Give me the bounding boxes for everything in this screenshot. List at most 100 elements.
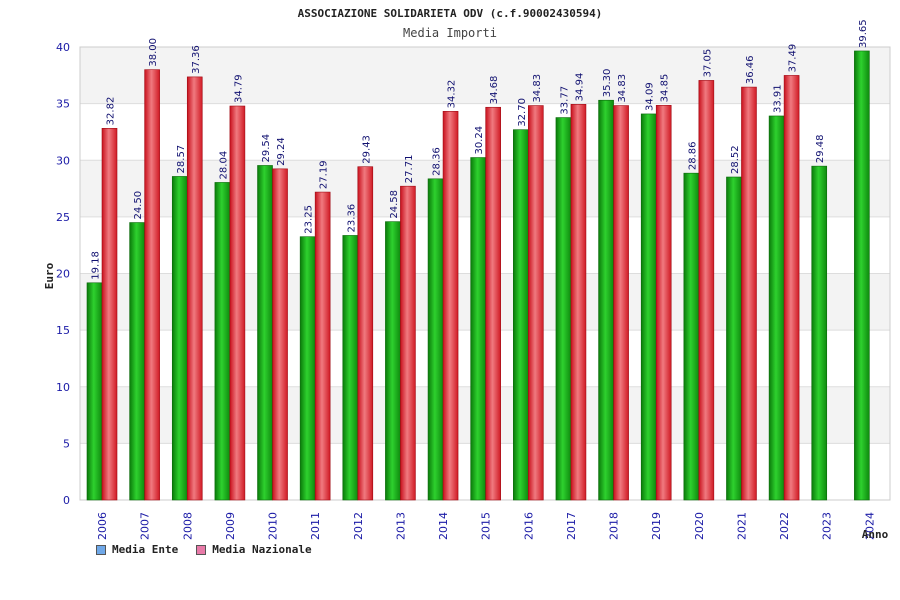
bar-media-nazionale-2020: [698, 80, 715, 501]
legend-item-media-ente: Media Ente: [96, 543, 178, 556]
y-tick-label: 40: [56, 41, 70, 54]
bar-media-nazionale-2012: [357, 166, 374, 501]
data-label: 28.57: [176, 145, 187, 174]
x-tick-label: 2017: [565, 512, 578, 540]
data-label: 34.79: [233, 74, 244, 103]
data-label: 34.68: [489, 76, 500, 105]
x-tick-label: 2015: [480, 512, 493, 540]
bar-media-ente-2021: [726, 176, 742, 501]
bar-media-ente-2010: [257, 165, 273, 501]
data-label: 37.05: [702, 49, 713, 78]
data-label: 19.18: [91, 251, 102, 280]
legend-item-media-nazionale: Media Nazionale: [196, 543, 312, 556]
bar-media-nazionale-2018: [613, 105, 629, 501]
bar-media-ente-2020: [683, 172, 700, 501]
legend-swatch-media-ente: [96, 544, 106, 555]
bar-media-nazionale-2006: [101, 128, 118, 501]
data-label: 28.04: [218, 151, 229, 180]
data-label: 34.09: [645, 82, 656, 111]
data-label: 33.77: [559, 86, 570, 115]
data-label: 32.82: [106, 97, 117, 126]
data-label: 28.86: [687, 142, 698, 171]
data-label: 34.32: [447, 80, 458, 109]
data-label: 30.24: [474, 126, 485, 155]
data-label: 33.91: [773, 84, 784, 113]
x-tick-label: 2016: [522, 512, 535, 540]
bar-media-ente-2014: [427, 178, 444, 501]
y-tick-label: 30: [56, 154, 70, 167]
data-label: 37.49: [788, 44, 799, 73]
data-label: 29.54: [261, 134, 272, 163]
x-tick-label: 2021: [735, 512, 748, 540]
data-label: 27.71: [404, 155, 415, 184]
data-label: 23.25: [304, 205, 315, 234]
bar-media-ente-2006: [86, 282, 103, 501]
bar-media-ente-2022: [768, 115, 785, 501]
x-tick-label: 2010: [267, 512, 280, 540]
data-label: 35.30: [602, 69, 613, 98]
bar-media-ente-2024: [854, 50, 870, 501]
bar-media-ente-2012: [342, 235, 359, 501]
data-label: 34.83: [532, 74, 543, 103]
data-label: 28.36: [432, 147, 443, 176]
x-tick-label: 2011: [309, 512, 322, 540]
bar-media-ente-2009: [214, 182, 231, 501]
x-tick-label: 2009: [224, 512, 237, 540]
y-tick-label: 35: [56, 98, 70, 111]
data-label: 34.94: [574, 73, 585, 102]
bar-media-nazionale-2011: [314, 191, 331, 501]
y-tick-label: 20: [56, 268, 70, 281]
data-label: 34.85: [660, 74, 671, 103]
data-label: 27.19: [319, 160, 330, 189]
x-tick-label: 2007: [139, 512, 152, 540]
chart-subtitle: Media Importi: [403, 26, 497, 40]
bar-media-ente-2016: [513, 129, 529, 501]
legend-label-media-ente: Media Ente: [112, 543, 179, 556]
data-label: 37.36: [191, 45, 202, 74]
x-tick-label: 2018: [608, 512, 621, 540]
data-label: 24.50: [133, 191, 144, 220]
x-tick-label: 2022: [778, 512, 791, 540]
y-axis-label: Euro: [43, 262, 56, 289]
bar-media-ente-2013: [385, 221, 401, 501]
x-tick-label: 2024: [863, 512, 876, 540]
y-tick-label: 10: [56, 381, 70, 394]
legend-swatch-media-nazionale: [196, 544, 207, 555]
data-label: 38.00: [148, 38, 159, 67]
bar-media-ente-2008: [171, 176, 188, 501]
bar-media-nazionale-2009: [229, 105, 246, 501]
bar-media-nazionale-2007: [144, 69, 160, 501]
data-label: 29.24: [276, 137, 287, 166]
data-label: 32.70: [517, 98, 528, 127]
data-label: 24.58: [389, 190, 400, 219]
data-label: 29.43: [361, 135, 372, 164]
bar-media-nazionale-2015: [485, 106, 501, 501]
bar-media-nazionale-2008: [186, 76, 203, 501]
y-tick-label: 5: [63, 437, 70, 450]
bar-media-ente-2007: [129, 222, 145, 501]
bar-media-ente-2023: [811, 165, 828, 501]
x-tick-label: 2006: [96, 512, 109, 540]
x-axis-label: Anno: [862, 528, 889, 541]
bar-media-nazionale-2014: [442, 111, 459, 501]
bar-media-ente-2011: [299, 236, 316, 501]
chart-title: ASSOCIAZIONE SOLIDARIETA ODV (c.f.900024…: [298, 7, 603, 20]
bar-media-nazionale-2017: [570, 104, 587, 501]
bar-media-nazionale-2010: [272, 168, 288, 501]
y-tick-label: 25: [56, 211, 70, 224]
legend-label-media-nazionale: Media Nazionale: [212, 543, 312, 556]
data-label: 29.48: [815, 134, 826, 163]
legend: Media Ente Media Nazionale: [96, 543, 312, 556]
x-tick-label: 2012: [352, 512, 365, 540]
plot-area: 0 5 10 15 20 25 30 35 40 19.18 32.82 2006 24.50 38.00…: [56, 19, 891, 540]
bar-media-nazionale-2022: [783, 75, 800, 501]
bar-media-nazionale-2016: [528, 105, 544, 501]
bar-media-nazionale-2021: [741, 86, 757, 501]
x-tick-label: 2020: [693, 512, 706, 540]
bar-media-ente-2019: [640, 113, 657, 501]
data-label: 36.46: [745, 55, 756, 84]
bar-media-nazionale-2013: [400, 185, 416, 501]
data-label: 34.83: [617, 74, 628, 103]
data-label: 28.52: [730, 145, 741, 174]
x-tick-label: 2013: [394, 512, 407, 540]
